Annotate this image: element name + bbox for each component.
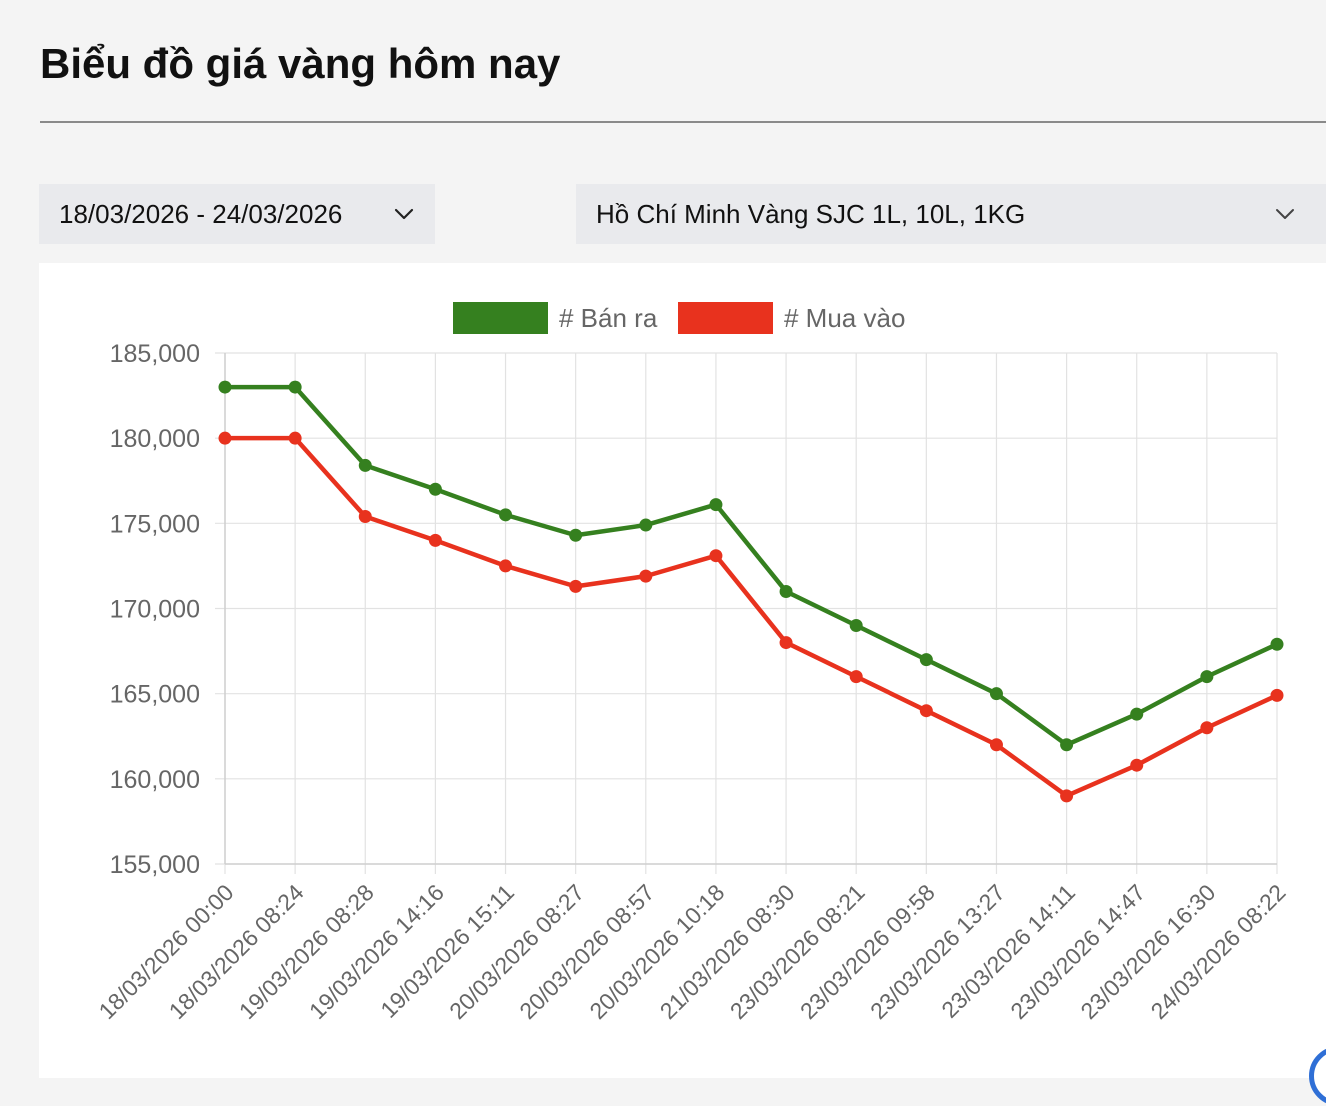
data-point[interactable] (1200, 670, 1214, 684)
y-tick-label: 165,000 (110, 681, 200, 709)
data-point[interactable] (639, 569, 653, 583)
data-point[interactable] (1130, 707, 1144, 721)
data-point[interactable] (1270, 637, 1284, 651)
data-point[interactable] (849, 670, 863, 684)
y-tick-label: 180,000 (110, 425, 200, 453)
x-tick-label: 23/03/2026 14:11 (936, 879, 1080, 1023)
date-range-dropdown[interactable]: 18/03/2026 - 24/03/2026 (39, 184, 435, 244)
data-point[interactable] (358, 510, 372, 524)
data-point[interactable] (428, 482, 442, 496)
data-point[interactable] (919, 653, 933, 667)
location-product-value: Hồ Chí Minh Vàng SJC 1L, 10L, 1KG (596, 198, 1026, 229)
chevron-down-icon (394, 208, 414, 220)
y-tick-label: 175,000 (110, 510, 200, 538)
data-point[interactable] (1200, 721, 1214, 735)
chart-card: 185,000 180,000 175,000 170,000 165,000 160,0… (39, 263, 1326, 1078)
page-title: Biểu đồ giá vàng hôm nay (40, 40, 561, 87)
data-point[interactable] (1130, 758, 1144, 772)
date-range-value: 18/03/2026 - 24/03/2026 (59, 198, 343, 229)
data-point[interactable] (358, 458, 372, 472)
data-point[interactable] (499, 508, 513, 522)
y-tick-label: 170,000 (110, 596, 200, 624)
data-point[interactable] (569, 528, 583, 542)
data-point[interactable] (849, 619, 863, 633)
data-point[interactable] (218, 380, 232, 394)
data-point[interactable] (779, 584, 793, 598)
data-point[interactable] (499, 559, 513, 573)
legend-label[interactable]: # Bán ra (559, 303, 658, 333)
data-point[interactable] (779, 636, 793, 650)
x-tick-label: 24/03/2026 08:22 (1146, 879, 1291, 1024)
data-point[interactable] (989, 738, 1003, 752)
x-tick-label: 19/03/2026 15:11 (375, 879, 519, 1023)
series-line-2 (225, 435, 1278, 799)
legend-swatch[interactable] (678, 302, 773, 334)
data-point[interactable] (919, 704, 933, 718)
data-point[interactable] (288, 380, 302, 394)
data-point[interactable] (218, 431, 232, 445)
y-tick-label: 155,000 (110, 851, 200, 879)
data-point[interactable] (569, 579, 583, 593)
data-point[interactable] (1060, 738, 1074, 752)
data-point[interactable] (1060, 789, 1074, 803)
data-point[interactable] (1270, 688, 1284, 702)
legend-swatch[interactable] (453, 302, 548, 334)
data-point[interactable] (709, 549, 723, 563)
data-point[interactable] (709, 498, 723, 512)
data-point[interactable] (639, 518, 653, 532)
y-tick-label: 185,000 (110, 340, 200, 368)
price-line-chart: 185,000 180,000 175,000 170,000 165,000 160,0… (94, 302, 1291, 1024)
location-product-dropdown[interactable]: Hồ Chí Minh Vàng SJC 1L, 10L, 1KG (576, 184, 1326, 244)
data-point[interactable] (989, 687, 1003, 701)
chevron-down-icon (1276, 209, 1294, 219)
data-point[interactable] (428, 533, 442, 547)
series-line-1 (225, 384, 1278, 748)
data-point[interactable] (288, 431, 302, 445)
title-divider (40, 121, 1326, 123)
y-tick-label: 160,000 (110, 766, 200, 794)
legend-label[interactable]: # Mua vào (784, 303, 905, 333)
